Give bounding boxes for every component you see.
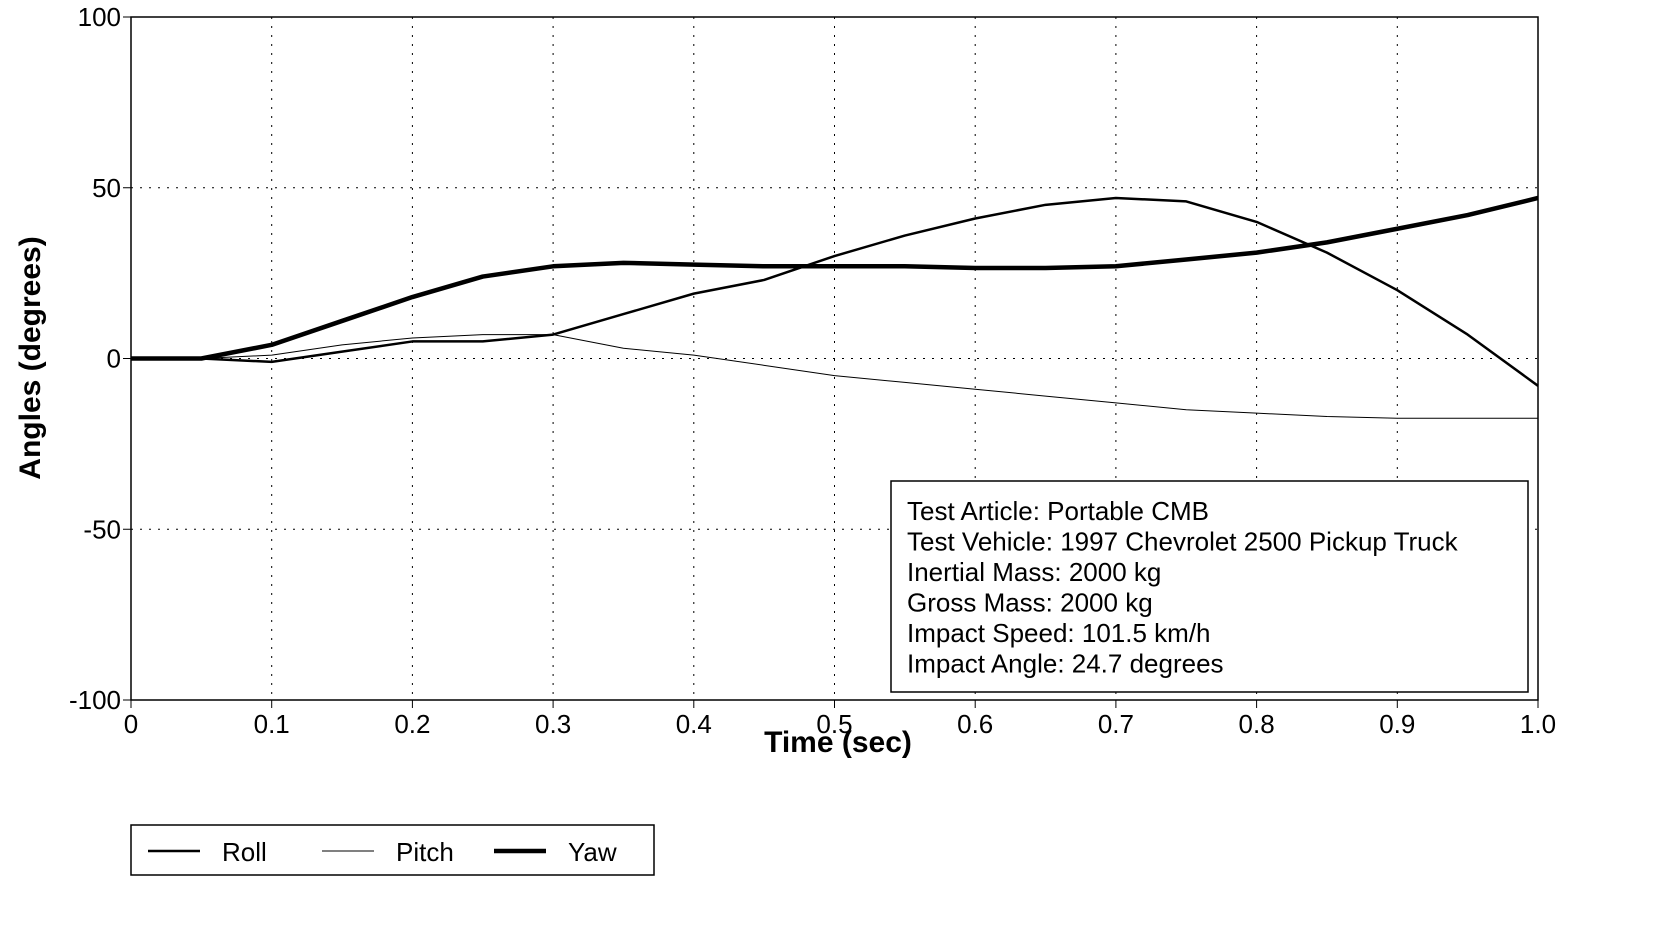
x-axis-label: Time (sec) [764,726,912,759]
legend-box [130,824,655,876]
x-tick-label: 1.0 [1520,709,1556,739]
annotation-line: Gross Mass: 2000 kg [907,588,1153,618]
x-tick-label: 0.8 [1239,709,1275,739]
x-tick-label: 0.1 [254,709,290,739]
x-tick-label: 0.5 [816,709,852,739]
annotation-line: Impact Angle: 24.7 degrees [907,649,1224,679]
y-tick-label: 100 [78,2,121,32]
line-series [131,196,1539,387]
x-tick-label: 0.9 [1379,709,1415,739]
y-tick-label: 50 [92,173,121,203]
x-tick-label: 0 [124,709,138,739]
x-tick-label: 0.4 [676,709,712,739]
annotation-box [890,480,1529,693]
x-tick-label: 0.6 [957,709,993,739]
annotation-line: Test Article: Portable CMB [907,496,1209,526]
x-tick-label: 0.7 [1098,709,1134,739]
annotation-line: Test Vehicle: 1997 Chevrolet 2500 Pickup… [907,527,1459,557]
y-axis-label: Angles (degrees) [14,236,47,479]
y-tick-label: -50 [83,514,121,544]
annotation-line: Impact Speed: 101.5 km/h [907,618,1211,648]
line-series [131,195,1539,361]
x-tick-label: 0.2 [394,709,430,739]
y-tick-label: -100 [69,685,121,715]
annotation-line: Inertial Mass: 2000 kg [907,557,1161,587]
y-tick-label: 0 [107,344,121,374]
legend-label: Pitch [396,837,454,867]
x-tick-label: 0.3 [535,709,571,739]
legend-label: Yaw [568,837,617,867]
line-series [131,334,1538,419]
legend-label: Roll [222,837,267,867]
